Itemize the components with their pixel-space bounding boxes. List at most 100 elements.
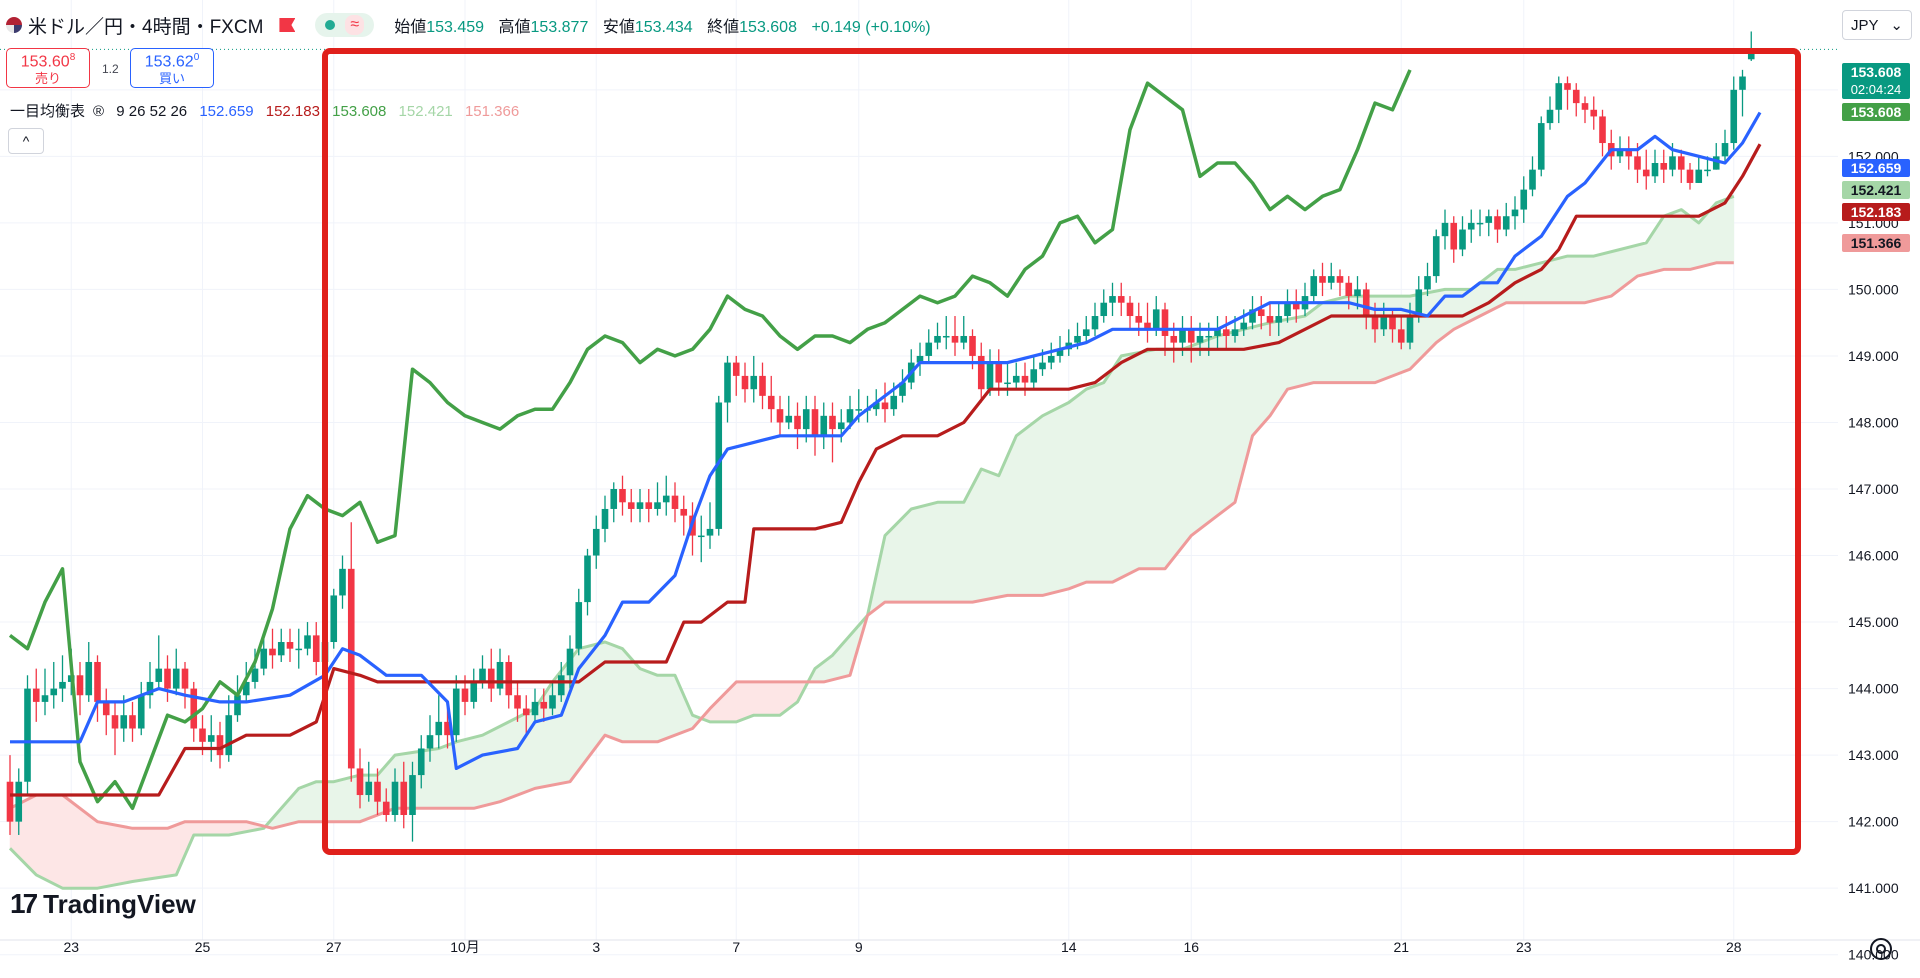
candle [540, 688, 548, 722]
candle [15, 768, 23, 835]
candle-body [496, 661, 504, 689]
cloud-segment [753, 681, 763, 716]
cloud-segment [639, 668, 650, 743]
cloud-segment [97, 821, 107, 889]
candle-body [610, 489, 618, 509]
candle [1424, 262, 1431, 297]
candle-body [1485, 216, 1493, 223]
collapse-legend-button[interactable]: ^ [8, 128, 44, 154]
candle [715, 395, 723, 536]
candle [1065, 329, 1073, 356]
candle-body [1520, 189, 1528, 210]
ichimoku-legend[interactable]: 一目均衡表 ® 9 26 52 26 152.659 152.183 153.60… [10, 100, 527, 121]
cloud-segment [1313, 302, 1323, 383]
candle [1021, 362, 1029, 396]
candle-body [1677, 156, 1685, 170]
lagging-span-line [8, 69, 1412, 811]
price-tag: 152.421 [1842, 181, 1910, 199]
y-tick-label: 141.000 [1848, 880, 1899, 896]
candle-body [382, 801, 390, 815]
candle [41, 668, 49, 716]
x-tick-label: 27 [326, 939, 342, 955]
currency-value: JPY [1851, 16, 1879, 34]
cloud-segment [1339, 295, 1350, 383]
candle-body [881, 402, 889, 410]
candle [837, 409, 845, 443]
buy-price: 153.62 [144, 53, 194, 71]
market-status-pill[interactable]: ≈ [315, 13, 375, 37]
candle-body [1529, 169, 1536, 190]
high-value: 153.877 [530, 19, 589, 36]
candle [50, 661, 58, 709]
candle [1747, 31, 1755, 61]
candle-body [1686, 169, 1694, 183]
candle-body [899, 382, 906, 396]
candle-body [1004, 382, 1011, 385]
candle [925, 329, 933, 363]
cloud-segment [1514, 266, 1525, 304]
candle-body [426, 735, 434, 749]
candle-body [1161, 309, 1169, 336]
candle-body [207, 735, 215, 742]
candle-body [444, 721, 451, 736]
cloud-segment [1217, 333, 1227, 517]
sell-button[interactable]: 153.608 売り [6, 48, 90, 88]
cloud-segment [657, 674, 667, 743]
candle [1292, 289, 1300, 323]
candle [1485, 209, 1493, 237]
cloud-segment [1033, 415, 1043, 596]
candle [487, 648, 495, 702]
candle-body [1179, 329, 1186, 343]
x-tick-label: 16 [1183, 939, 1199, 955]
cloud-segment [1348, 295, 1358, 383]
tradingview-text: TradingView [43, 888, 196, 919]
candle-body [1012, 375, 1020, 383]
candle-body [1747, 49, 1755, 60]
candles [6, 31, 1755, 842]
cloud-segment [193, 821, 203, 836]
cloud-segment [1173, 348, 1183, 559]
candle-body [155, 668, 163, 682]
sell-price: 153.60 [20, 53, 70, 71]
price-tag-value: 151.366 [1851, 235, 1902, 251]
candle-body [1082, 329, 1090, 336]
candle-body [1704, 169, 1711, 172]
alert-flag-icon[interactable] [279, 18, 296, 32]
candle [601, 495, 609, 543]
high-label: 高値 [498, 19, 531, 36]
candle [137, 681, 145, 736]
candle [942, 316, 950, 350]
candle-body [172, 668, 180, 689]
cloud-segment [1663, 212, 1673, 270]
cloud-segment [1138, 350, 1148, 570]
candle [286, 628, 294, 662]
symbol-title[interactable]: 米ドル／円・4時間・FXCM [28, 16, 264, 38]
candle [610, 482, 618, 523]
cloud-segment [744, 681, 755, 719]
candle [111, 701, 119, 756]
candle-body [759, 375, 766, 396]
candle-body [627, 502, 635, 509]
candle-body [916, 355, 924, 363]
candle-body [1310, 276, 1318, 297]
cloud-segment [937, 502, 947, 603]
cloud-segment [158, 828, 168, 878]
candle-body [1362, 289, 1370, 317]
candle-body [1327, 276, 1335, 283]
tradingview-logo[interactable]: 17 TradingView [10, 888, 196, 920]
cloud-segment [1715, 199, 1726, 264]
price-tag-box [1842, 63, 1910, 99]
candle [820, 402, 828, 450]
candle-body [1109, 296, 1116, 303]
cloud-segment [1260, 322, 1271, 427]
buy-button[interactable]: 153.620 買い [130, 48, 214, 88]
cloud-segment [307, 781, 317, 822]
settings-gear-icon[interactable] [1870, 938, 1892, 960]
candle [1520, 176, 1528, 223]
candle [76, 661, 84, 716]
currency-select[interactable]: JPY ⌄ [1842, 10, 1912, 40]
cloud-segment [1672, 209, 1682, 270]
candle-body [1590, 109, 1598, 117]
cloud-segment [1602, 251, 1612, 299]
